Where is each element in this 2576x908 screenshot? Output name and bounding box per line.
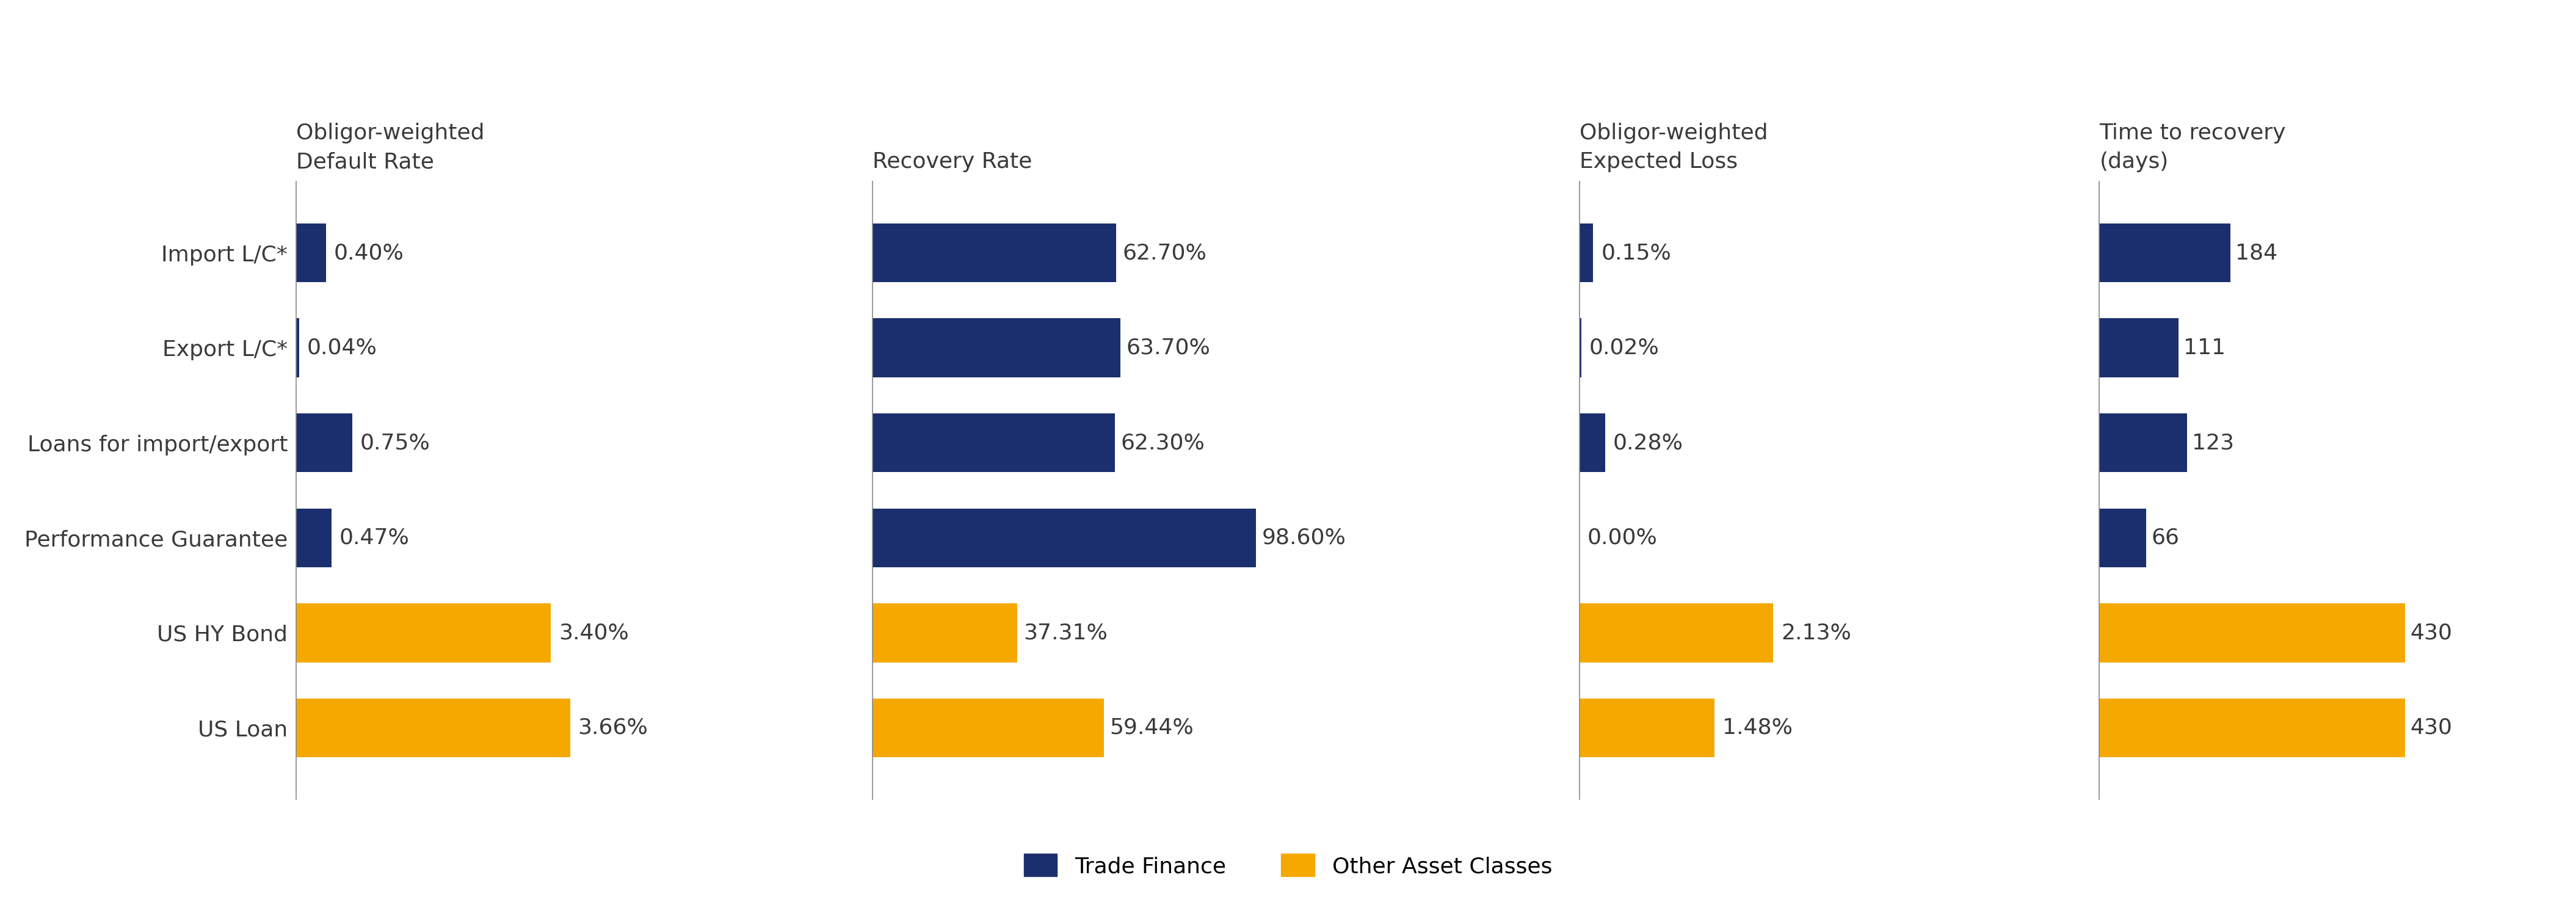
Bar <box>296 319 299 378</box>
Bar <box>296 603 551 662</box>
Text: 0.02%: 0.02% <box>1589 338 1659 359</box>
Bar <box>873 223 1115 282</box>
Text: Obligor-weighted
Expected Loss: Obligor-weighted Expected Loss <box>1579 123 1767 173</box>
Text: 0.00%: 0.00% <box>1587 528 1659 548</box>
Bar <box>296 413 353 472</box>
Text: 123: 123 <box>2192 432 2233 453</box>
Bar <box>2099 508 2146 568</box>
Bar <box>2099 319 2179 378</box>
Bar <box>2099 603 2406 662</box>
Bar <box>1579 603 1772 662</box>
Text: 2.13%: 2.13% <box>1783 622 1852 643</box>
Bar <box>1579 223 1592 282</box>
Text: 62.70%: 62.70% <box>1123 242 1206 263</box>
Text: 0.75%: 0.75% <box>361 432 430 453</box>
Bar <box>2099 698 2406 757</box>
Bar <box>296 698 569 757</box>
Text: 59.44%: 59.44% <box>1110 717 1193 738</box>
Legend: Trade Finance, Other Asset Classes: Trade Finance, Other Asset Classes <box>1012 843 1564 888</box>
Bar <box>873 508 1257 568</box>
Bar <box>873 698 1103 757</box>
Text: 184: 184 <box>2236 242 2277 263</box>
Text: 0.04%: 0.04% <box>307 338 376 359</box>
Text: 1.48%: 1.48% <box>1723 717 1793 738</box>
Text: 3.40%: 3.40% <box>559 622 629 643</box>
Bar <box>1579 698 1713 757</box>
Text: Obligor-weighted
Default Rate: Obligor-weighted Default Rate <box>296 123 484 173</box>
Bar <box>873 319 1121 378</box>
Bar <box>2099 223 2231 282</box>
Text: 0.28%: 0.28% <box>1613 432 1682 453</box>
Text: 0.47%: 0.47% <box>340 528 410 548</box>
Bar <box>296 223 327 282</box>
Text: 63.70%: 63.70% <box>1126 338 1211 359</box>
Text: Recovery Rate: Recovery Rate <box>873 152 1033 173</box>
Text: 430: 430 <box>2411 717 2452 738</box>
Text: 62.30%: 62.30% <box>1121 432 1206 453</box>
Text: 430: 430 <box>2411 622 2452 643</box>
Bar <box>1579 413 1605 472</box>
Bar <box>296 508 332 568</box>
Text: 0.15%: 0.15% <box>1602 242 1672 263</box>
Text: Time to recovery
(days): Time to recovery (days) <box>2099 123 2285 173</box>
Text: 98.60%: 98.60% <box>1262 528 1347 548</box>
Text: 66: 66 <box>2151 528 2179 548</box>
Text: 111: 111 <box>2184 338 2226 359</box>
Text: 0.40%: 0.40% <box>335 242 404 263</box>
Bar <box>2099 413 2187 472</box>
Bar <box>873 603 1018 662</box>
Text: 37.31%: 37.31% <box>1023 622 1108 643</box>
Bar <box>873 413 1115 472</box>
Text: 3.66%: 3.66% <box>577 717 649 738</box>
